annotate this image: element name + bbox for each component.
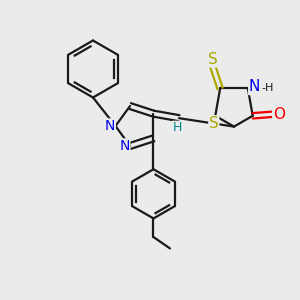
Text: O: O bbox=[273, 107, 285, 122]
Text: S: S bbox=[208, 52, 218, 67]
Text: -H: -H bbox=[261, 83, 274, 93]
Text: N: N bbox=[105, 119, 115, 133]
Text: H: H bbox=[173, 121, 182, 134]
Text: N: N bbox=[249, 80, 260, 94]
Text: N: N bbox=[119, 139, 130, 153]
Text: S: S bbox=[209, 116, 219, 131]
